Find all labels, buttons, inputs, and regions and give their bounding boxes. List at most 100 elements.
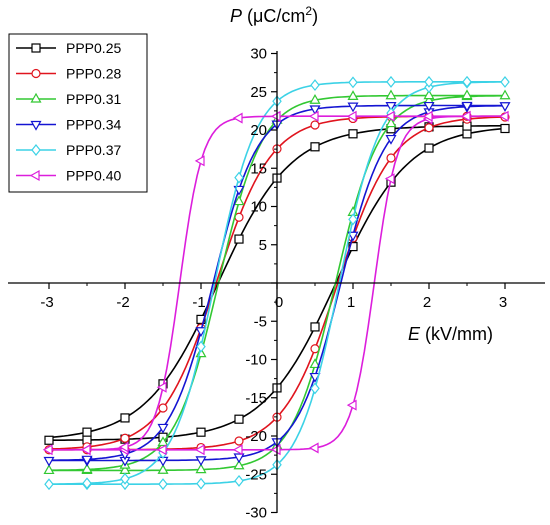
y-tick-label: 15	[250, 160, 267, 177]
y-tick-label: -30	[245, 505, 267, 522]
marker-PPP0.34-down-7	[309, 105, 321, 116]
marker-PPP0.31-up-7	[309, 358, 321, 369]
marker-PPP0.34-down-11	[461, 101, 473, 112]
y-tick-label: -5	[254, 313, 267, 330]
marker-PPP0.31-up-3	[157, 464, 169, 474]
marker-PPP0.31-down-9	[385, 89, 397, 100]
marker-PPP0.28-down-3	[158, 403, 168, 413]
legend-marker-PPP0.28	[31, 68, 41, 79]
curves-layer	[42, 75, 511, 491]
marker-PPP0.25-up-5	[234, 414, 244, 424]
marker-PPP0.31-down-1	[81, 463, 93, 474]
marker-PPP0.25-down-4	[196, 314, 206, 324]
marker-PPP0.40-down-3	[156, 381, 167, 393]
marker-PPP0.40-down-7	[308, 110, 319, 122]
marker-PPP0.34-up-4	[195, 456, 207, 467]
y-axis-title: P (μC/cm2)	[230, 4, 318, 26]
marker-PPP0.28-up-10	[424, 123, 434, 133]
legend: PPP0.25 PPP0.28 PPP0.31 PPP0.34 PPP0.37 PPP0.…	[8, 33, 148, 193]
marker-PPP0.37-down-9	[386, 75, 396, 88]
marker-PPP0.40-down-2	[118, 441, 129, 453]
marker-PPP0.31-down-5	[233, 195, 245, 206]
y-tick-label: 10	[250, 199, 267, 216]
legend-marker-PPP0.31	[30, 92, 42, 103]
marker-PPP0.34-up-12	[499, 102, 511, 112]
marker-PPP0.25-up-4	[196, 427, 206, 437]
x-tick-label: 0	[275, 294, 283, 311]
marker-PPP0.37-up-7	[310, 382, 320, 395]
legend-marker-PPP0.40	[29, 169, 40, 182]
marker-PPP0.25-up-8	[348, 242, 358, 252]
marker-PPP0.34-down-4	[195, 327, 207, 337]
marker-PPP0.37-down-11	[462, 75, 472, 88]
marker-PPP0.34-down-1	[81, 455, 93, 466]
marker-PPP0.40-down-11	[460, 110, 471, 122]
y-tick-label: 20	[250, 122, 267, 139]
legend-box	[8, 33, 148, 193]
marker-PPP0.31-up-5	[233, 459, 245, 470]
marker-PPP0.40-down-10	[422, 110, 433, 122]
marker-PPP0.34-up-0	[43, 456, 55, 467]
y-tick-label: -10	[245, 352, 267, 369]
marker-PPP0.40-down-9	[384, 110, 395, 122]
marker-PPP0.40-up-9	[384, 173, 395, 185]
marker-PPP0.31-down-3	[157, 436, 169, 447]
legend-label-PPP0.37: PPP0.37	[66, 142, 121, 158]
marker-PPP0.34-down-8	[347, 102, 359, 113]
marker-PPP0.37-up-4	[196, 477, 206, 490]
marker-PPP0.40-up-12	[498, 110, 509, 122]
marker-PPP0.37-up-3	[158, 478, 168, 491]
legend-label-PPP0.28: PPP0.28	[66, 66, 121, 82]
marker-PPP0.28-up-9	[386, 153, 396, 163]
marker-PPP0.28-down-2	[120, 433, 130, 443]
marker-PPP0.40-down-8	[346, 110, 357, 122]
marker-PPP0.40-up-6	[270, 444, 281, 456]
x-tick-label: -2	[116, 294, 129, 311]
marker-PPP0.40-up-0	[42, 444, 53, 456]
x-axis-title: E (kV/mm)	[408, 324, 493, 344]
marker-PPP0.40-up-7	[308, 442, 319, 454]
marker-PPP0.34-down-3	[157, 423, 169, 434]
marker-PPP0.40-up-8	[346, 399, 357, 411]
marker-PPP0.37-down-8	[348, 76, 358, 89]
x-tick-label: 3	[499, 294, 507, 311]
y-tick-label: -25	[245, 466, 267, 483]
marker-PPP0.25-up-7	[310, 322, 320, 332]
marker-PPP0.31-up-12	[499, 89, 511, 100]
marker-PPP0.31-down-7	[309, 93, 321, 104]
marker-PPP0.40-up-4	[194, 444, 205, 456]
marker-PPP0.31-down-11	[461, 89, 473, 100]
marker-PPP0.25-up-11	[462, 129, 472, 139]
marker-PPP0.28-down-7	[310, 120, 320, 130]
marker-PPP0.31-up-4	[195, 463, 207, 474]
y-tick-label: -15	[245, 390, 267, 407]
marker-PPP0.37-down-2	[120, 472, 130, 485]
legend-marker-PPP0.37	[31, 144, 41, 156]
marker-PPP0.34-down-10	[423, 101, 435, 112]
y-tick-label: 5	[259, 237, 267, 254]
legend-marker-PPP0.34	[30, 120, 42, 131]
legend-label-PPP0.25: PPP0.25	[66, 40, 121, 56]
marker-PPP0.40-up-5	[232, 444, 243, 456]
marker-PPP0.31-up-0	[43, 464, 55, 475]
marker-PPP0.31-up-9	[385, 117, 397, 128]
marker-PPP0.34-up-9	[385, 134, 397, 145]
legend-label-PPP0.31: PPP0.31	[66, 91, 121, 107]
marker-PPP0.37-down-10	[424, 75, 434, 88]
marker-PPP0.37-down-4	[196, 340, 206, 353]
marker-PPP0.25-up-10	[424, 143, 434, 153]
marker-PPP0.37-up-5	[234, 474, 244, 487]
legend-marker-PPP0.25	[31, 43, 41, 53]
marker-PPP0.34-up-5	[233, 453, 245, 464]
marker-PPP0.37-up-8	[348, 213, 358, 226]
marker-PPP0.37-down-7	[310, 79, 320, 92]
marker-PPP0.40-down-5	[232, 112, 243, 124]
marker-PPP0.37-up-12	[500, 75, 510, 88]
marker-PPP0.25-down-1	[82, 427, 92, 437]
marker-PPP0.40-down-6	[270, 110, 281, 122]
x-tick-label: 1	[347, 294, 355, 311]
marker-PPP0.37-down-5	[234, 171, 244, 184]
x-tick-label: 2	[423, 294, 431, 311]
y-tick-label: 30	[250, 46, 267, 63]
